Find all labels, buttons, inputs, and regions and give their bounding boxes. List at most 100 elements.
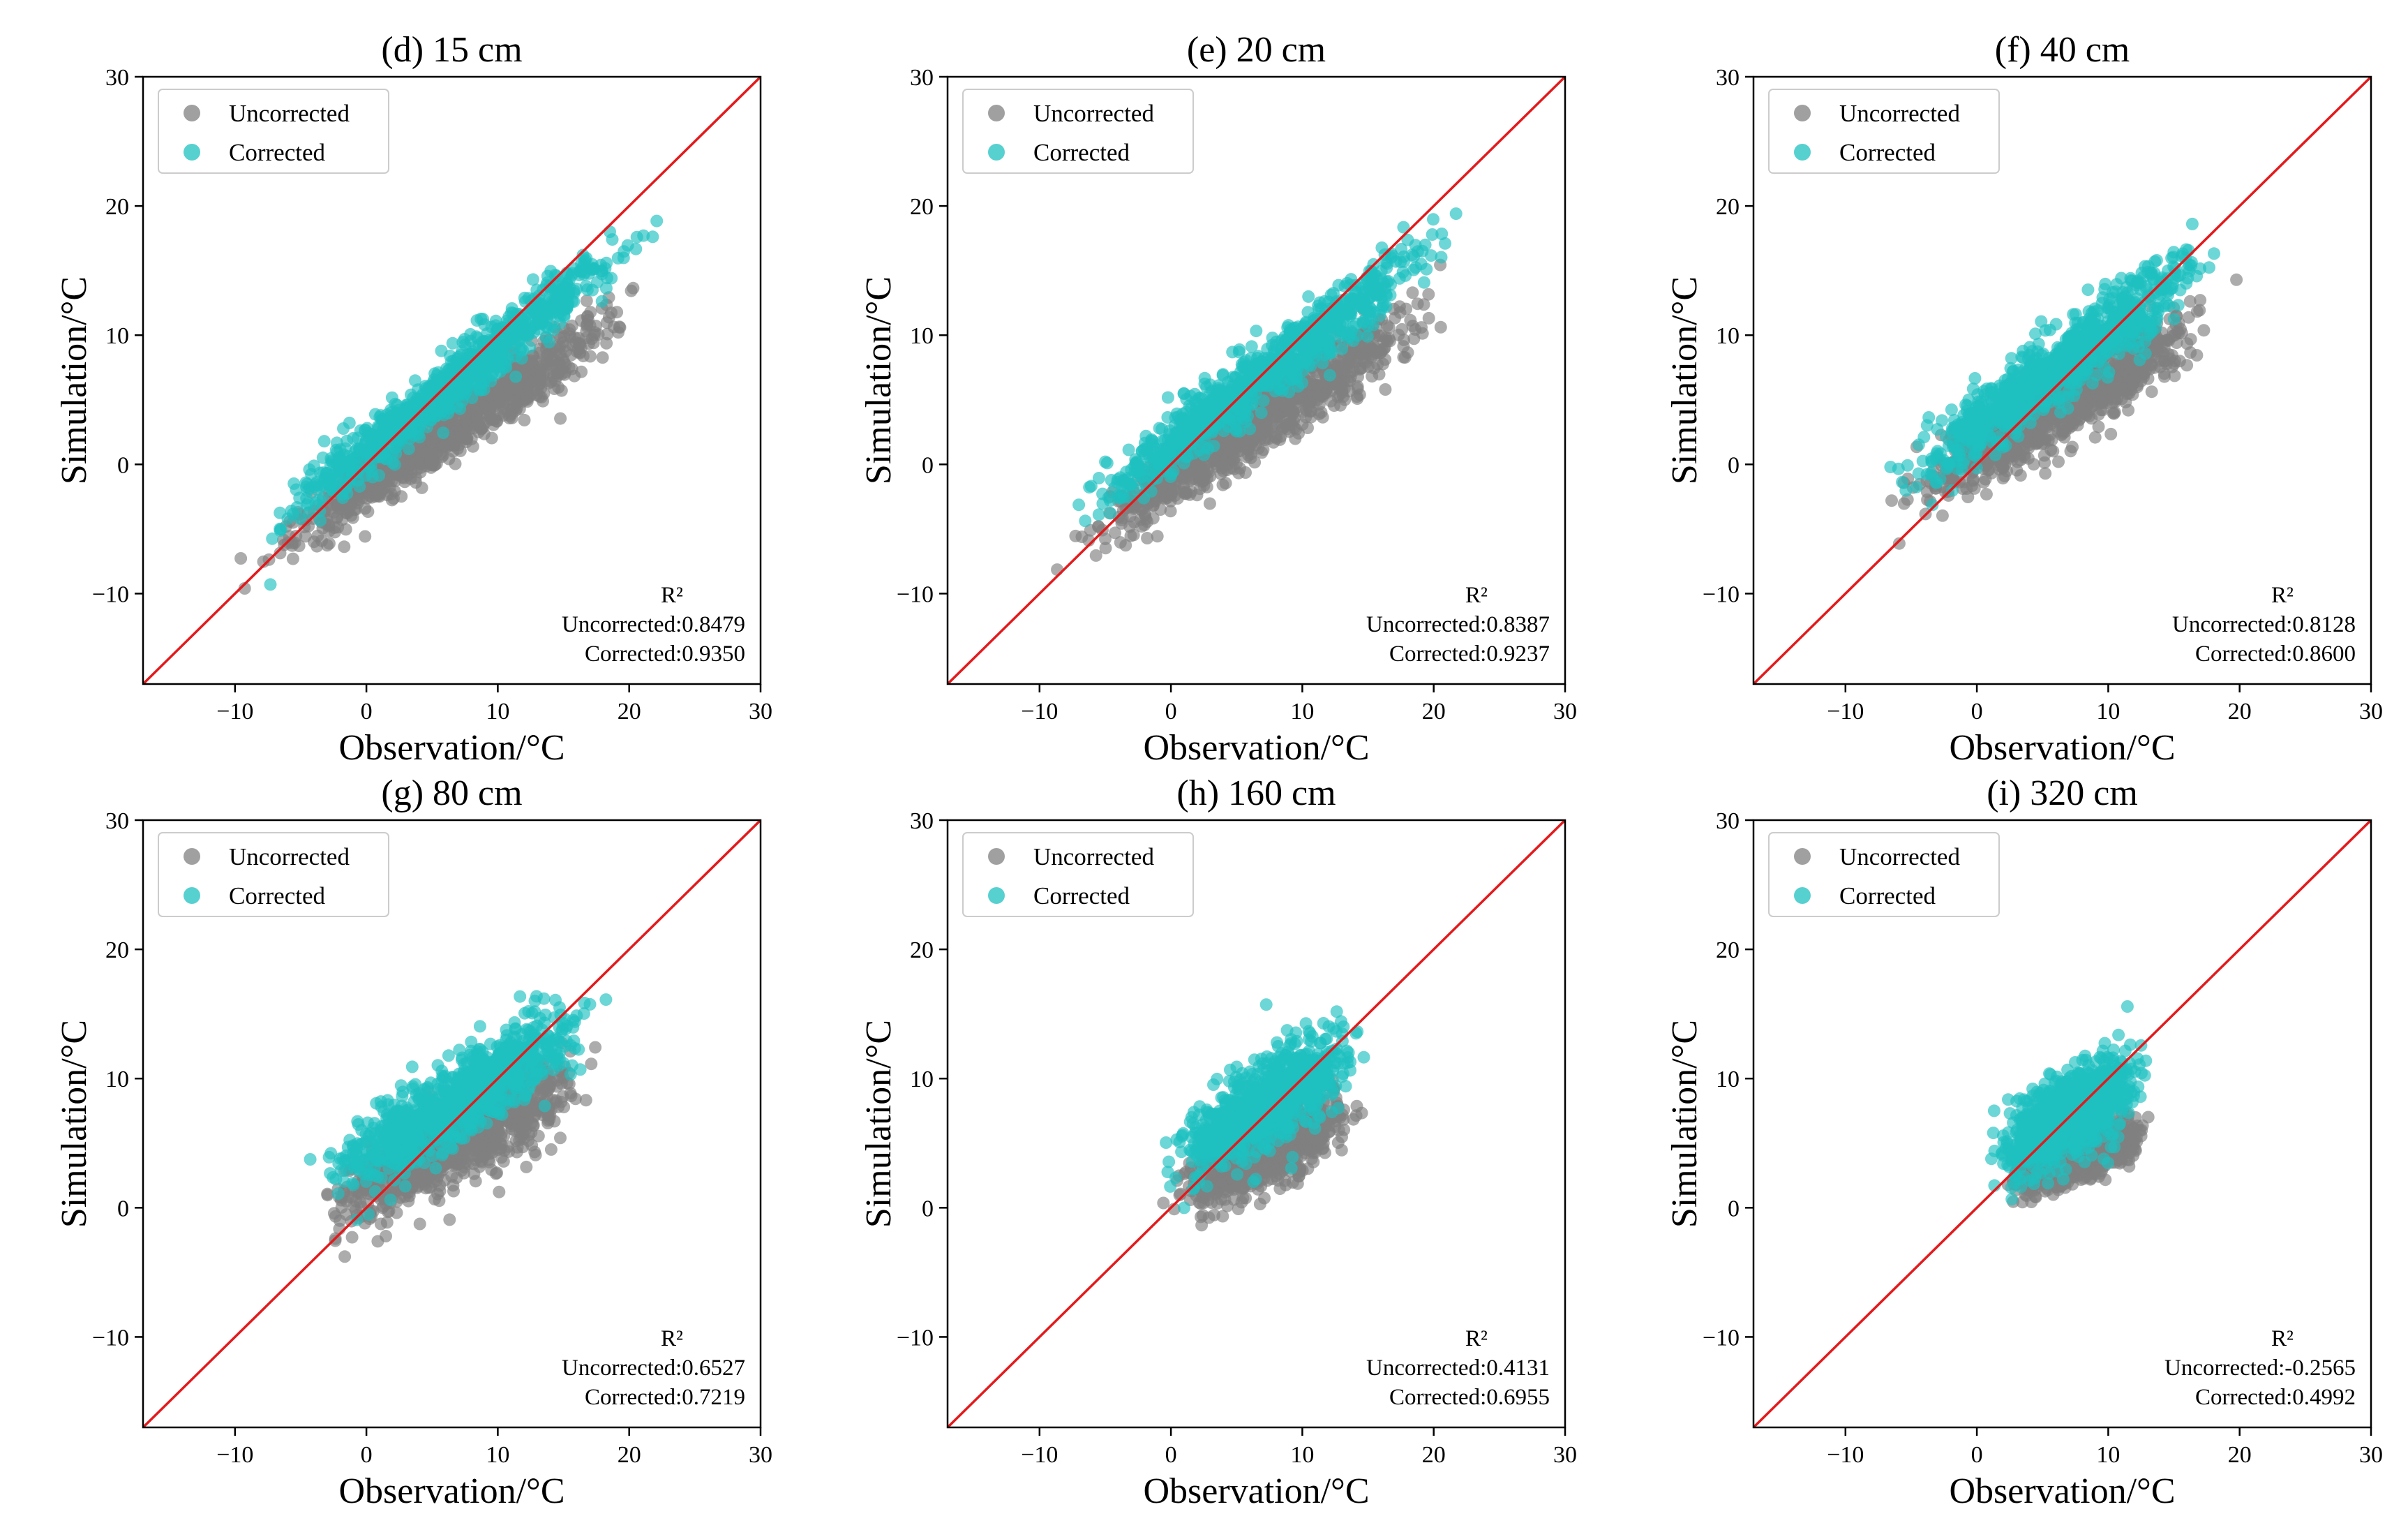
uncorrected-point — [2010, 463, 2024, 477]
corrected-point — [428, 367, 442, 380]
uncorrected-point — [2162, 334, 2176, 347]
one-to-one-line — [948, 77, 1565, 684]
uncorrected-point — [412, 453, 425, 466]
x-tick-label: −10 — [1021, 699, 1058, 725]
uncorrected-point — [1220, 463, 1234, 477]
corrected-point — [455, 361, 468, 374]
corrected-point — [1123, 479, 1137, 492]
corrected-point — [1180, 423, 1193, 436]
uncorrected-point — [503, 412, 516, 424]
uncorrected-point — [1160, 491, 1174, 505]
corrected-point — [525, 315, 539, 328]
uncorrected-point — [1259, 433, 1272, 446]
corrected-point — [420, 420, 433, 433]
corrected-point — [1384, 278, 1397, 291]
corrected-point — [511, 307, 524, 320]
uncorrected-point — [1936, 509, 1949, 522]
uncorrected-point — [1303, 389, 1316, 402]
corrected-point — [1222, 386, 1236, 399]
corrected-point — [595, 295, 608, 308]
corrected-point — [1250, 325, 1263, 338]
corrected-point — [1072, 498, 1086, 512]
corrected-point — [317, 435, 331, 448]
corrected-point — [1229, 422, 1243, 436]
corrected-point — [1216, 368, 1229, 381]
corrected-point — [630, 230, 643, 244]
uncorrected-point — [1089, 549, 1102, 562]
scatter-points — [234, 214, 664, 595]
y-axis-label: Simulation/°C — [859, 276, 899, 484]
chart-panel-2: (e) 20 cm−10 0 10 20 30−100102030Observation… — [859, 30, 1577, 768]
uncorrected-point — [527, 368, 540, 381]
corrected-point — [1323, 369, 1336, 382]
uncorrected-point — [2151, 345, 2164, 358]
x-tick-label: 20 — [618, 699, 641, 725]
corrected-point — [1946, 484, 1959, 497]
uncorrected-point — [2040, 419, 2054, 432]
uncorrected-point — [580, 294, 593, 307]
uncorrected-point — [398, 475, 412, 489]
uncorrected-point — [1164, 505, 1177, 518]
uncorrected-point — [555, 384, 568, 397]
uncorrected-point — [1336, 365, 1349, 378]
corrected-point — [1096, 487, 1109, 500]
corrected-point — [470, 314, 484, 327]
corrected-point — [580, 279, 592, 292]
uncorrected-point — [575, 365, 588, 378]
corrected-point — [606, 233, 619, 246]
corrected-point — [530, 283, 544, 297]
corrected-point — [402, 443, 415, 455]
uncorrected-point — [324, 503, 337, 516]
uncorrected-point — [1267, 413, 1280, 426]
uncorrected-point — [587, 336, 600, 350]
uncorrected-point — [2230, 273, 2243, 286]
y-tick-label: −10 — [897, 581, 934, 607]
uncorrected-point — [2145, 385, 2158, 399]
uncorrected-point — [1333, 382, 1346, 395]
x-tick-label: 30 — [1553, 699, 1577, 725]
corrected-point — [266, 532, 279, 545]
uncorrected-point — [1956, 482, 1969, 496]
corrected-point — [1302, 335, 1315, 348]
uncorrected-point — [2092, 420, 2105, 433]
uncorrected-point — [566, 339, 579, 352]
corrected-point — [504, 330, 518, 343]
corrected-point — [1239, 415, 1252, 429]
uncorrected-point — [385, 493, 398, 507]
corrected-point — [493, 339, 506, 352]
uncorrected-point — [1069, 529, 1082, 542]
uncorrected-point — [601, 327, 614, 341]
corrected-point — [515, 352, 528, 365]
corrected-point — [618, 245, 631, 258]
corrected-point — [482, 359, 495, 373]
corrected-point — [1361, 329, 1374, 343]
corrected-point — [1322, 335, 1335, 348]
uncorrected-point — [499, 374, 512, 387]
corrected-point — [514, 317, 528, 330]
corrected-point — [386, 456, 399, 469]
corrected-point — [1366, 318, 1379, 332]
r2-corrected: Corrected:0.9237 — [1389, 641, 1550, 667]
corrected-point — [509, 370, 523, 383]
uncorrected-point — [2072, 414, 2086, 426]
uncorrected-point — [1315, 406, 1328, 419]
corrected-point — [290, 483, 303, 496]
corrected-point — [1161, 391, 1174, 404]
uncorrected-point — [2197, 324, 2211, 337]
uncorrected-point — [299, 530, 312, 543]
uncorrected-point — [2108, 406, 2121, 419]
uncorrected-point — [1219, 477, 1232, 490]
corrected-point — [1261, 380, 1274, 393]
corrected-point — [458, 333, 471, 346]
corrected-point — [491, 322, 504, 336]
uncorrected-point — [1422, 288, 1435, 301]
uncorrected-point — [2039, 467, 2052, 480]
corrected-point — [312, 493, 325, 507]
uncorrected-point — [1381, 319, 1393, 332]
uncorrected-point — [518, 362, 531, 375]
uncorrected-point — [581, 311, 594, 323]
uncorrected-point — [461, 431, 474, 445]
corrected-point — [437, 426, 450, 440]
uncorrected-point — [2097, 384, 2110, 396]
